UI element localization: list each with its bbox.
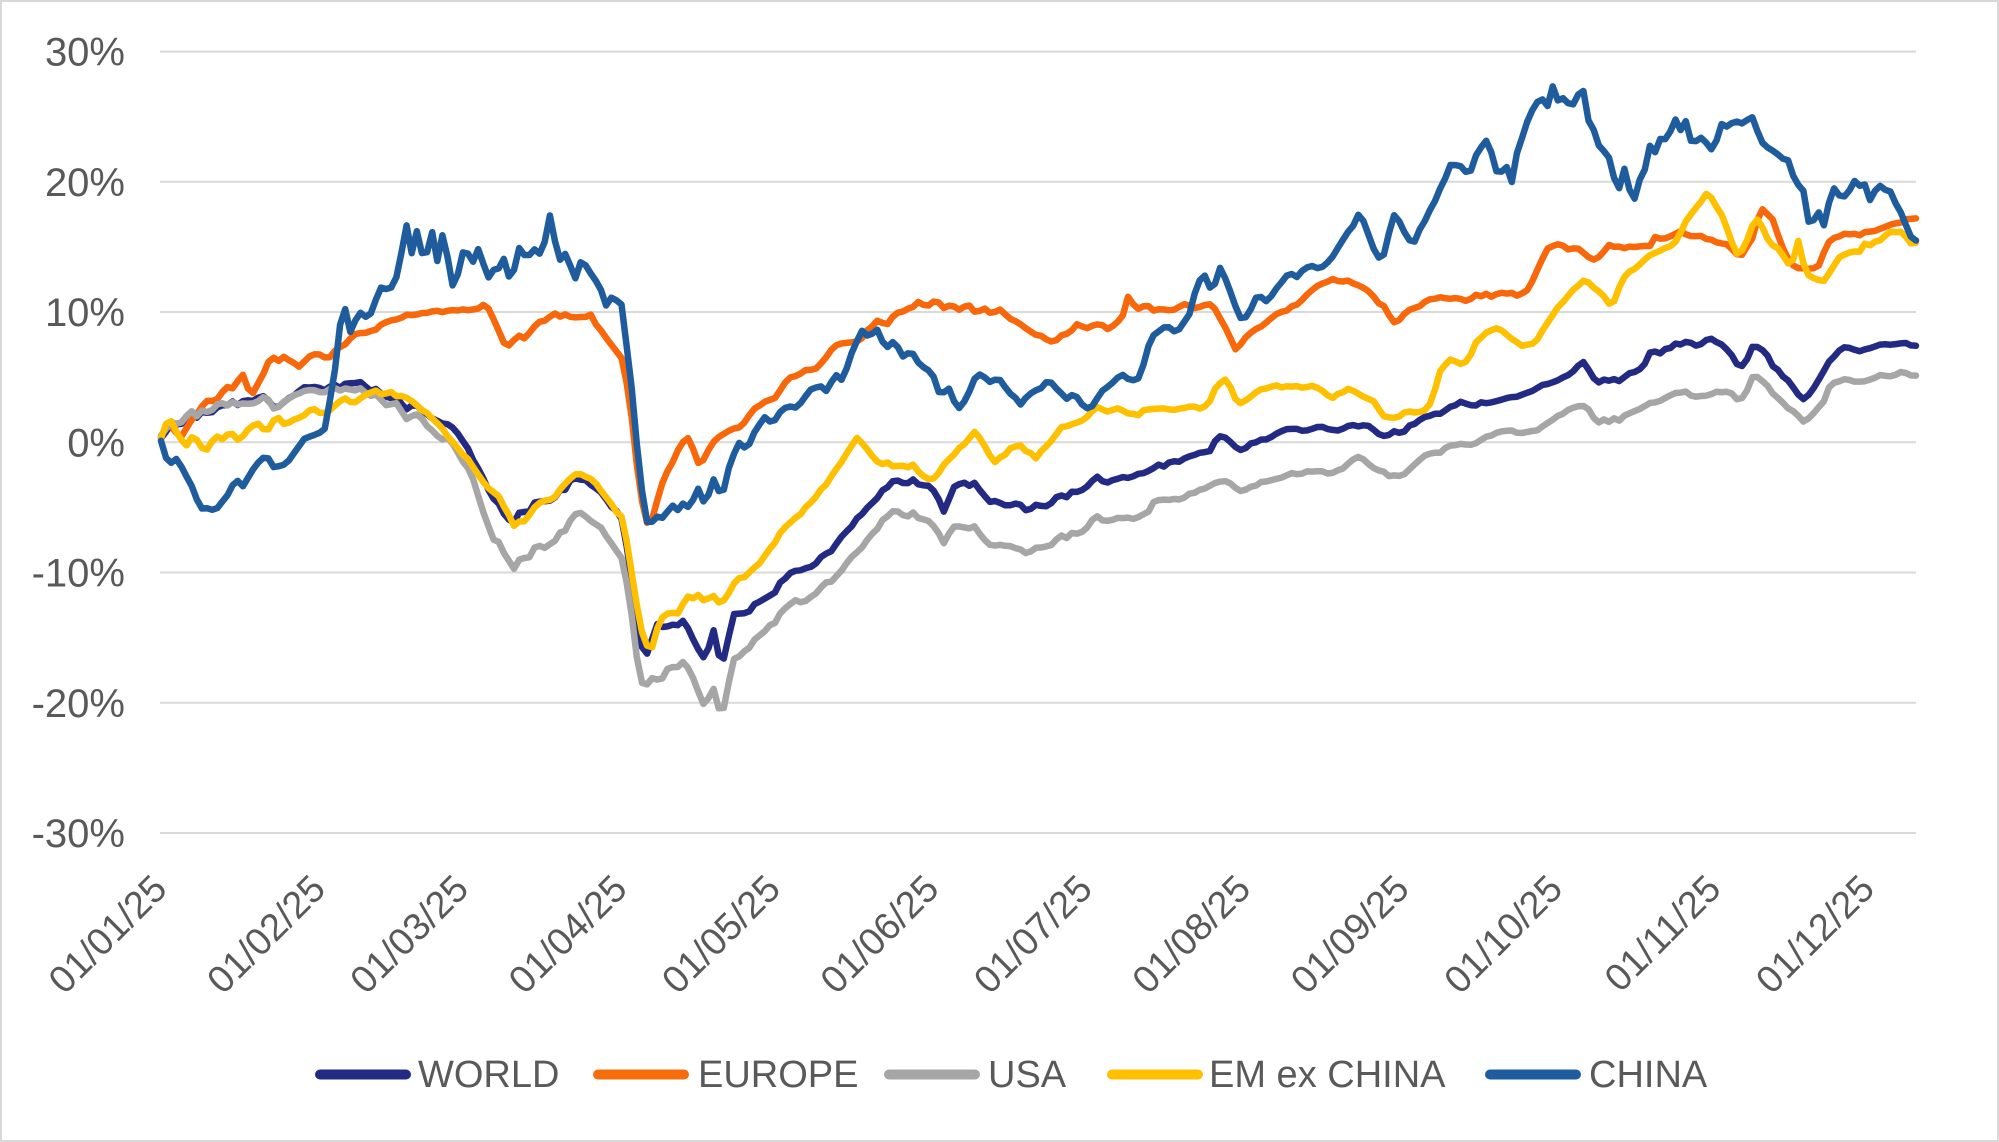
svg-text:30%: 30% — [45, 31, 125, 75]
svg-text:WORLD: WORLD — [418, 1054, 559, 1096]
svg-text:-10%: -10% — [32, 552, 125, 596]
svg-text:-30%: -30% — [32, 812, 125, 856]
svg-text:10%: 10% — [45, 291, 125, 335]
svg-text:EM ex CHINA: EM ex CHINA — [1209, 1054, 1446, 1096]
svg-text:20%: 20% — [45, 161, 125, 205]
svg-text:0%: 0% — [67, 421, 125, 465]
svg-text:USA: USA — [988, 1054, 1067, 1096]
svg-text:EUROPE: EUROPE — [698, 1054, 858, 1096]
svg-text:-20%: -20% — [32, 682, 125, 726]
svg-text:CHINA: CHINA — [1589, 1054, 1708, 1096]
